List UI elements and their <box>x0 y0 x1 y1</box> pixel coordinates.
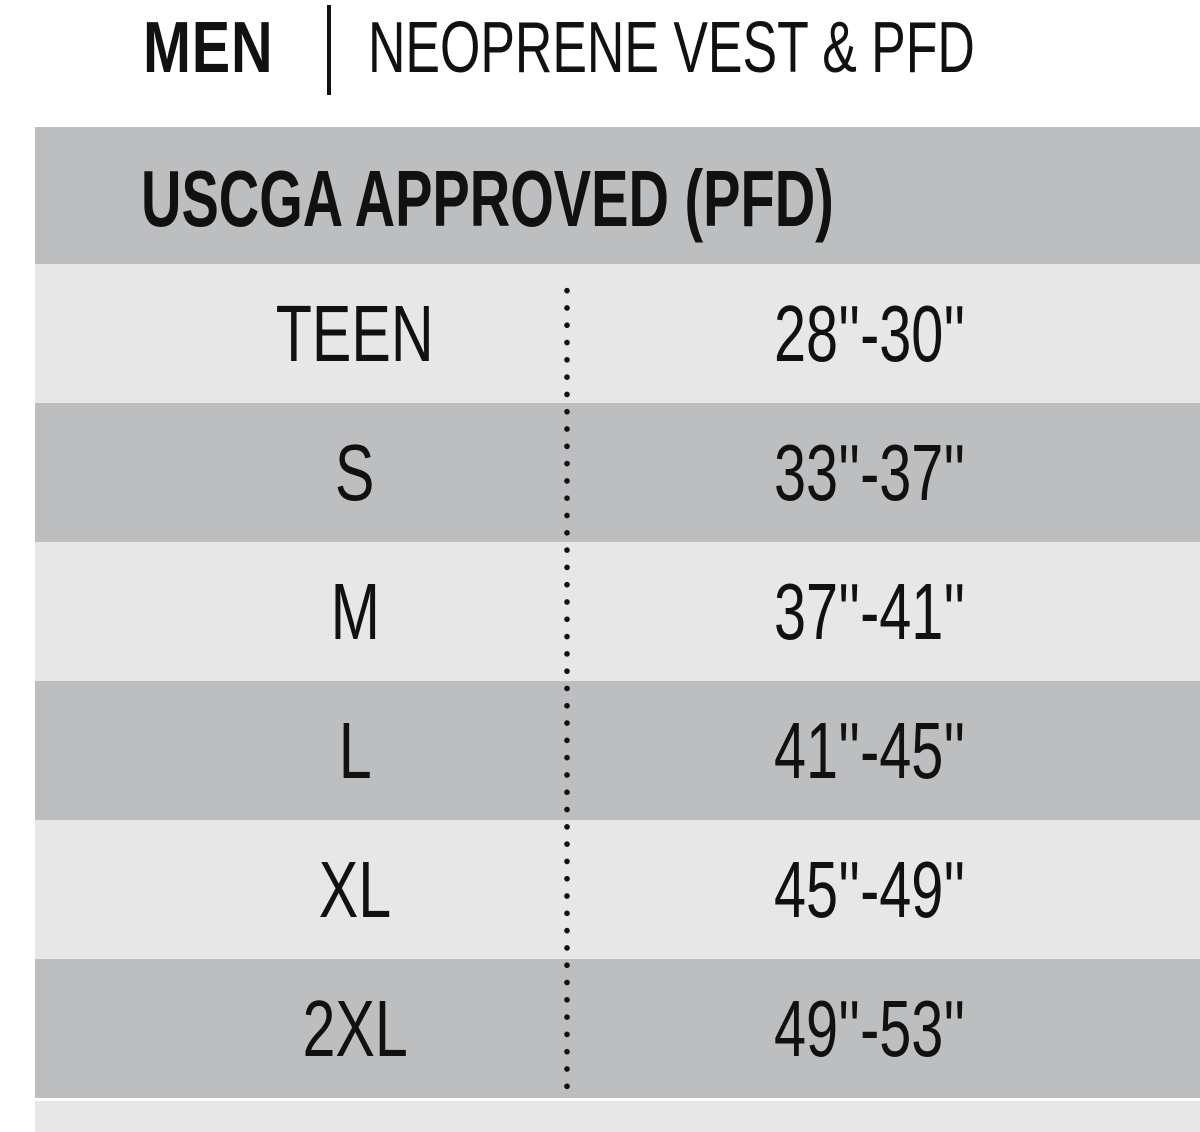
size-label: TEEN <box>276 288 434 378</box>
measurement-cell: 49''-53'' <box>774 959 1040 1098</box>
size-label: S <box>335 427 375 517</box>
column-divider <box>564 282 570 1092</box>
title-divider <box>327 5 331 95</box>
measurement-cell: 41''-45'' <box>774 681 1040 820</box>
table-row: M 37''-41'' <box>35 542 1200 681</box>
size-cell: M <box>35 542 675 681</box>
table-row: TEEN 28''-30'' <box>35 264 1200 403</box>
size-cell: L <box>35 681 675 820</box>
measurement-value: 41''-45'' <box>774 705 966 795</box>
product-title: NEOPRENE VEST & PFD <box>368 8 975 88</box>
measurement-value: 37''-41'' <box>774 566 966 656</box>
measurement-cell: 45''-49'' <box>774 820 1040 959</box>
size-cell: S <box>35 403 675 542</box>
size-cell: TEEN <box>35 264 675 403</box>
table-row: 2XL 49''-53'' <box>35 959 1200 1098</box>
size-label: M <box>330 566 380 656</box>
table-header-label: USCGA APPROVED (PFD) <box>141 154 834 243</box>
table-row: S 33''-37'' <box>35 403 1200 542</box>
table-row: XL 45''-49'' <box>35 820 1200 959</box>
measurement-value: 28''-30'' <box>774 288 966 378</box>
size-label: L <box>338 705 372 795</box>
table-row: L 41''-45'' <box>35 681 1200 820</box>
measurement-cell: 28''-30'' <box>774 264 1040 403</box>
table-header: USCGA APPROVED (PFD) <box>35 127 1200 264</box>
measurement-value: 49''-53'' <box>774 983 966 1073</box>
measurement-value: 45''-49'' <box>774 844 966 934</box>
page-title: MEN NEOPRENE VEST & PFD <box>0 0 1200 120</box>
measurement-cell: 33''-37'' <box>774 403 1040 542</box>
measurement-cell: 37''-41'' <box>774 542 1040 681</box>
measurement-value: 33''-37'' <box>774 427 966 517</box>
size-label: XL <box>318 844 392 934</box>
table-footer-band <box>35 1101 1200 1132</box>
size-cell: XL <box>35 820 675 959</box>
size-label: 2XL <box>302 983 408 1073</box>
category-title: MEN <box>143 8 274 88</box>
size-chart-table: USCGA APPROVED (PFD) TEEN 28''-30'' S 33… <box>35 127 1200 1132</box>
table-body: TEEN 28''-30'' S 33''-37'' M 37''-41'' L… <box>35 264 1200 1098</box>
size-cell: 2XL <box>35 959 675 1098</box>
